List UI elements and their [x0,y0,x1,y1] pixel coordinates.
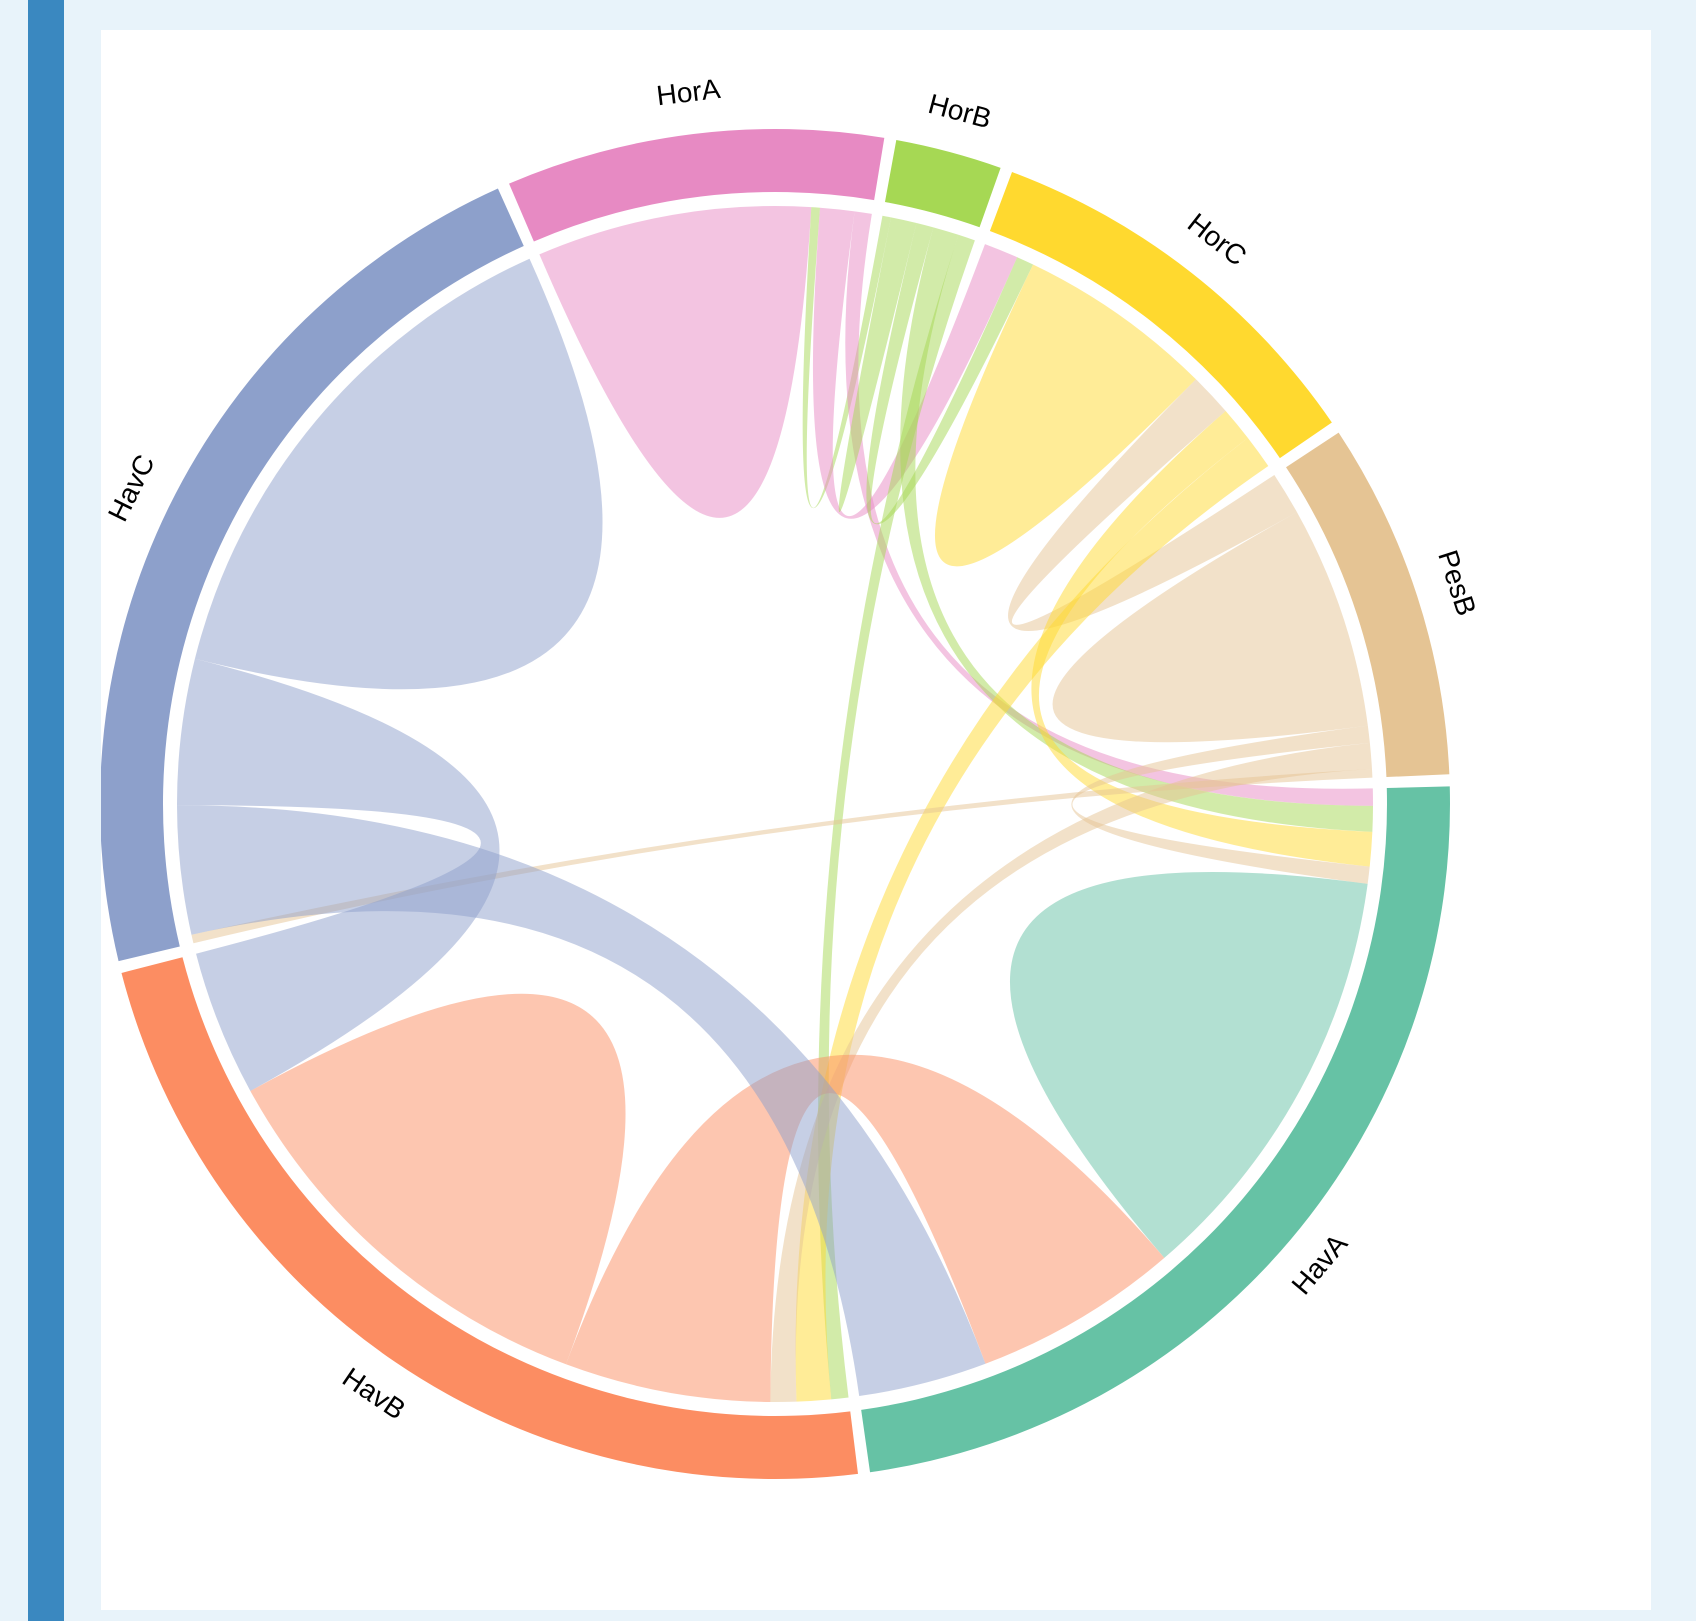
chord-havb-havb[interactable] [250,993,626,1365]
chord-hava-havb[interactable] [565,1054,1165,1402]
group-label-havb: HavB [337,1361,411,1425]
chord-havc-havc[interactable] [194,258,603,690]
chord-diagram: HorA HorB HorC PesB HavA HavB HavC [101,73,1482,1480]
chord-hora-horb[interactable] [802,207,892,509]
group-label-hava: HavA [1286,1228,1354,1301]
group-arc-havc[interactable] [101,188,524,962]
chords-layer [176,205,1374,1402]
chord-hava-havc[interactable] [177,805,986,1397]
left-accent-bar [28,0,64,1621]
chord-pesb-hava[interactable] [1071,725,1370,884]
chord-havb-havc[interactable] [176,658,500,1091]
group-arc-hora[interactable] [509,128,885,242]
chord-hava-hava[interactable] [1009,871,1368,1258]
group-label-hora: HorA [655,73,722,112]
chord-horc-horc[interactable] [934,264,1196,567]
group-arc-horc[interactable] [989,171,1332,459]
group-arc-havb[interactable] [121,957,859,1480]
group-arcs-layer [101,128,1450,1480]
chord-horc-pesb[interactable] [1008,379,1297,632]
chart-panel: HorA HorB HorC PesB HavA HavB HavC [101,30,1651,1610]
chord-pesb-pesb[interactable] [1052,512,1368,743]
group-label-horc: HorC [1182,207,1253,272]
chord-horc-hava[interactable] [1031,411,1373,867]
group-arc-hava[interactable] [861,786,1450,1473]
chord-horb-horb[interactable] [838,217,917,513]
chord-hora-hora[interactable] [539,205,812,518]
group-label-havc: HavC [102,450,161,527]
group-arc-horb[interactable] [884,139,1001,228]
group-arc-pesb[interactable] [1286,432,1450,778]
chord-horc-havb[interactable] [795,437,1269,1402]
group-label-horb: HorB [925,88,995,134]
chord-horb-horc[interactable] [866,222,1034,525]
group-label-pesb: PesB [1432,546,1482,619]
chord-horb-havb[interactable] [818,234,975,1400]
